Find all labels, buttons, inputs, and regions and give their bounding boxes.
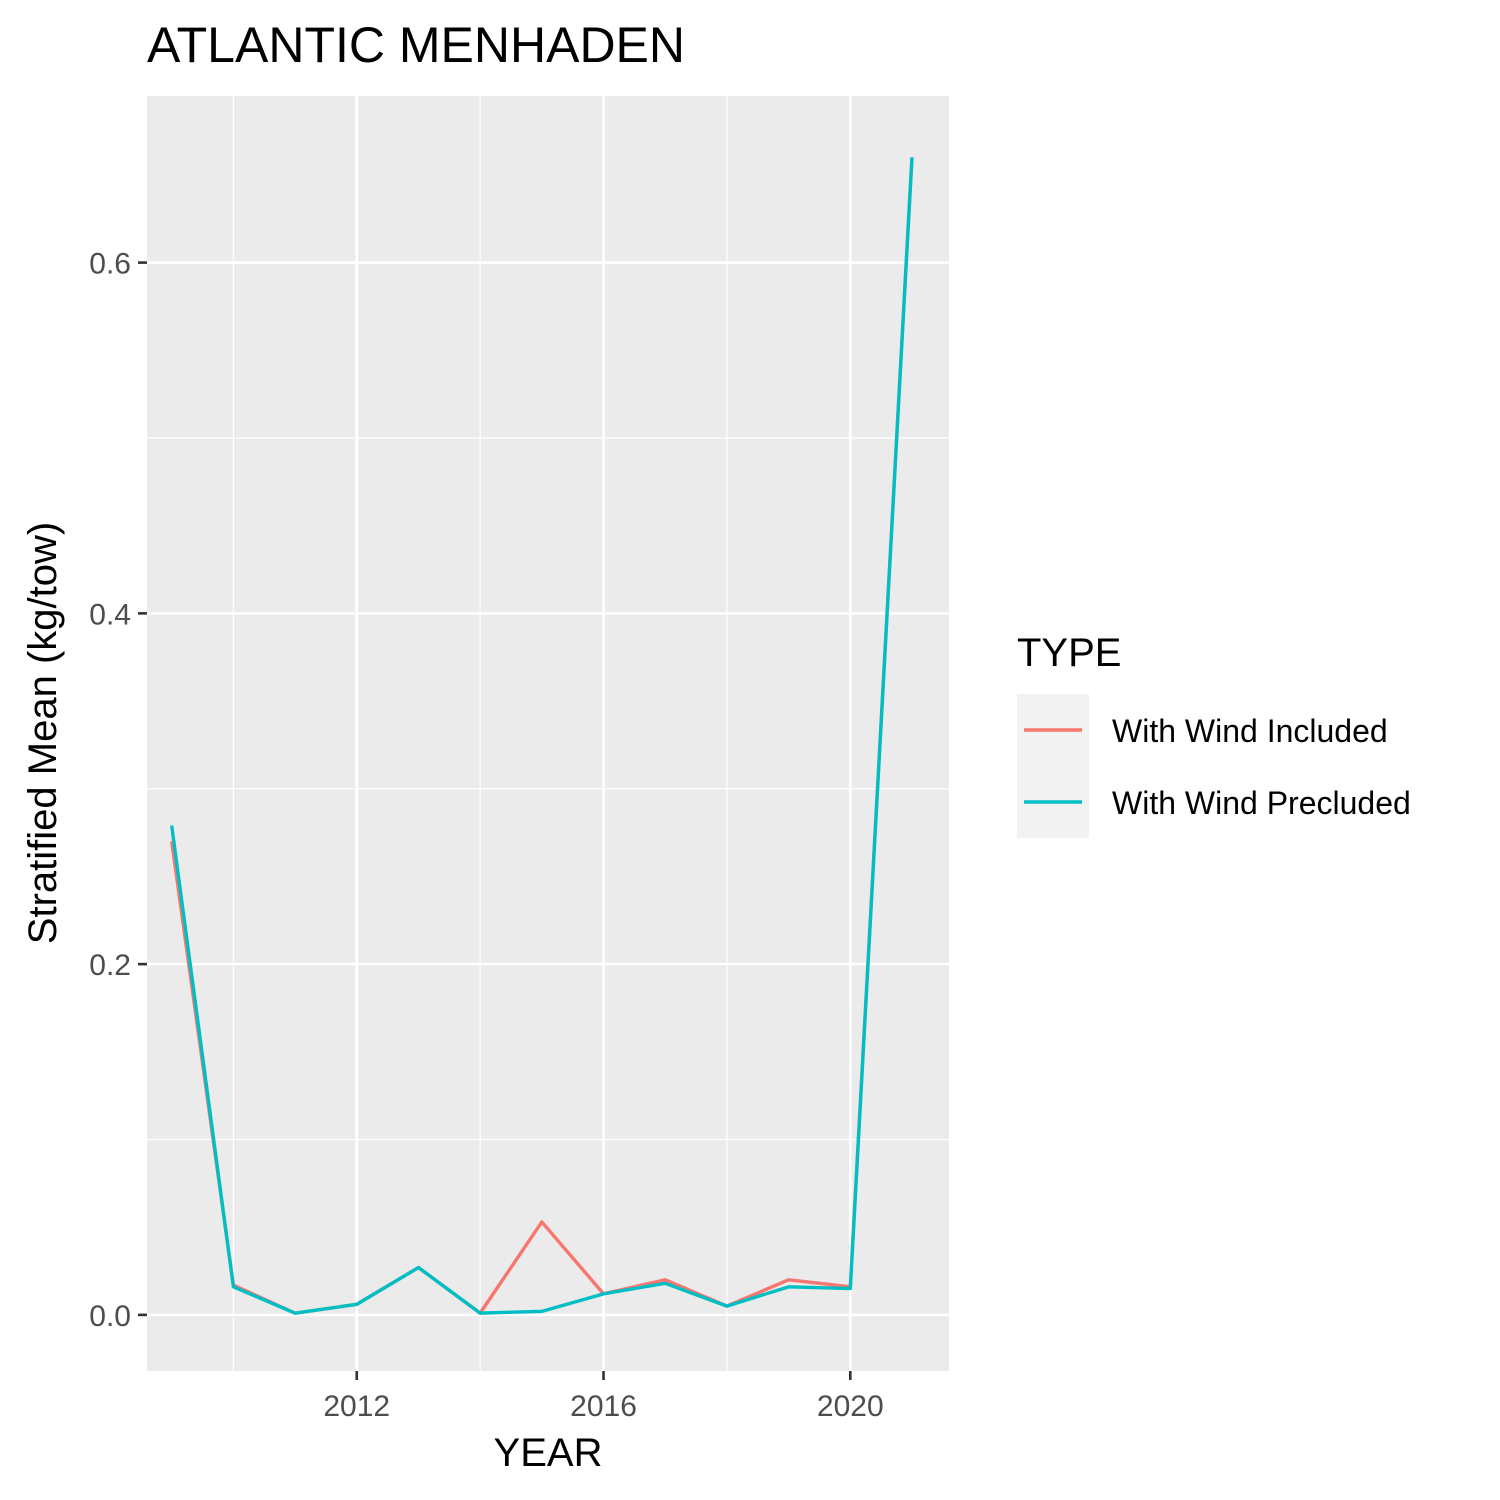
legend-keys-background <box>1017 694 1089 838</box>
y-axis-title: Stratified Mean (kg/tow) <box>21 522 65 944</box>
legend-title: TYPE <box>1017 631 1121 675</box>
x-tick-label-2: 2020 <box>817 1390 884 1423</box>
y-tick-label-1: 0.2 <box>89 949 131 982</box>
legend-label-0: With Wind Included <box>1112 713 1388 749</box>
y-tick-label-0: 0.0 <box>89 1300 131 1333</box>
series-line-1 <box>169 157 914 1315</box>
minor-gridlines <box>147 96 949 1371</box>
series-lines <box>169 157 914 1315</box>
chart-title: ATLANTIC MENHADEN <box>147 17 685 73</box>
y-axis: 0.0 0.2 0.4 0.6 <box>89 248 147 1333</box>
legend-items: With Wind Included With Wind Precluded <box>1024 713 1411 821</box>
y-tick-label-2: 0.4 <box>89 598 131 631</box>
x-axis: 2012 2016 2020 <box>323 1371 884 1423</box>
x-tick-label-0: 2012 <box>323 1390 390 1423</box>
y-tick-label-3: 0.6 <box>89 248 131 281</box>
plot-panel <box>147 96 949 1371</box>
x-tick-label-1: 2016 <box>570 1390 637 1423</box>
legend: TYPE With Wind Included With Wind Preclud… <box>1017 631 1411 838</box>
major-gridlines <box>147 96 949 1371</box>
x-axis-title: YEAR <box>494 1431 603 1475</box>
legend-label-1: With Wind Precluded <box>1112 785 1411 821</box>
